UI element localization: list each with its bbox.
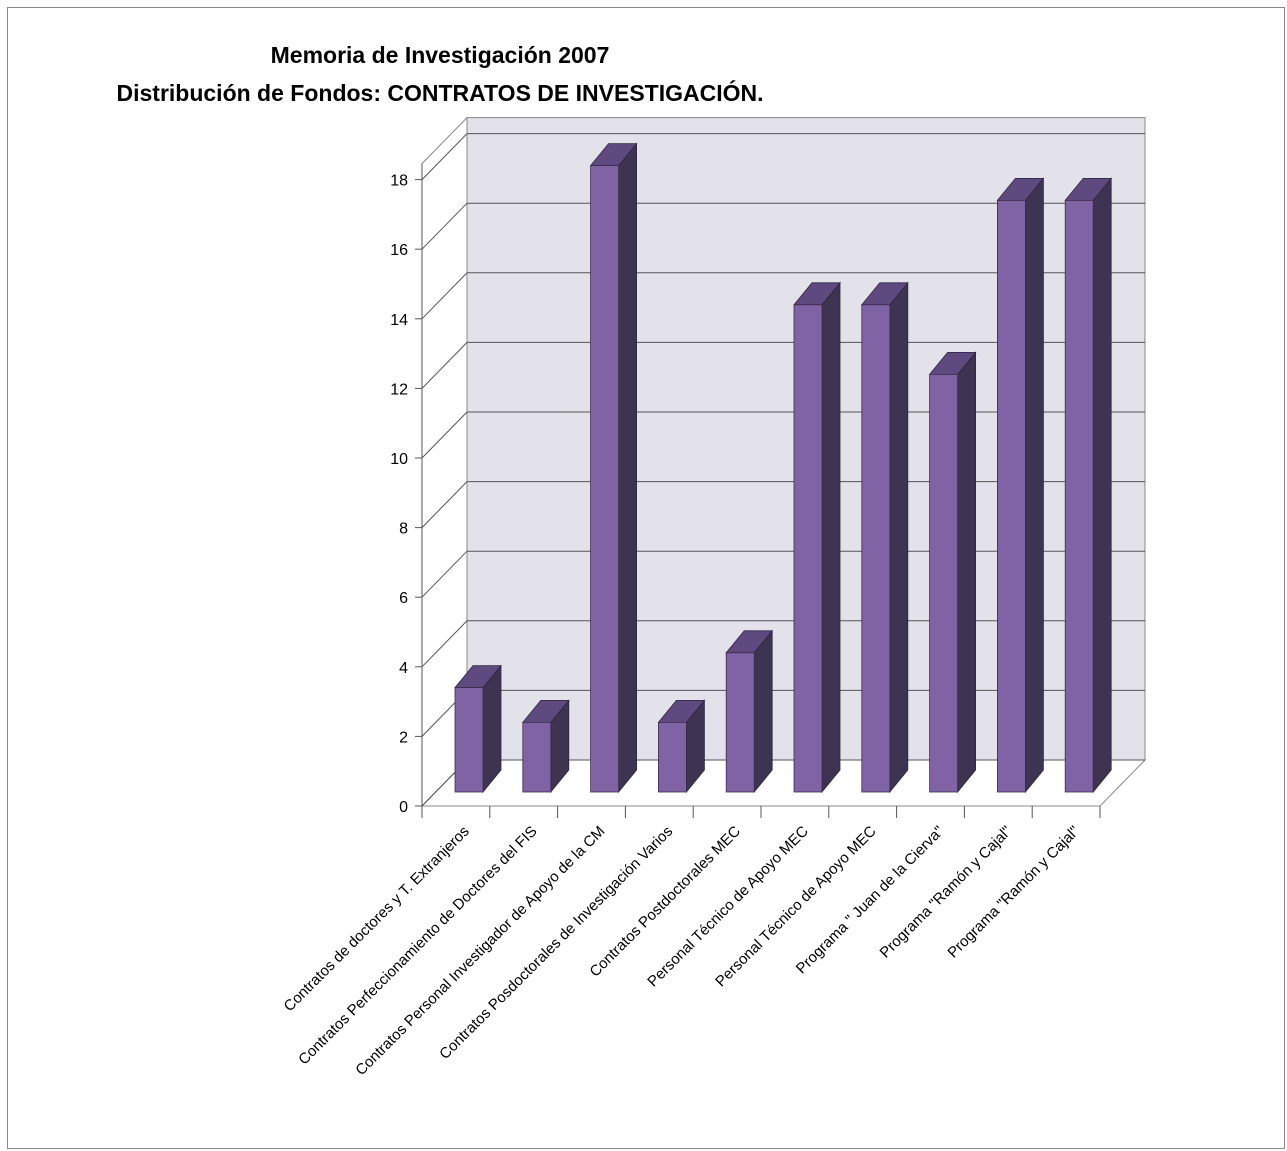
y-tick-label: 10 <box>390 451 408 468</box>
bar <box>997 199 1026 793</box>
chart-subtitle: Distribución de Fondos: CONTRATOS DE INV… <box>116 80 764 106</box>
y-tick-label: 0 <box>399 799 408 816</box>
bar <box>929 373 958 793</box>
gridline <box>421 481 1145 528</box>
bar-side <box>957 351 976 794</box>
bar-side <box>821 281 841 794</box>
bar-side <box>1092 177 1112 794</box>
bar <box>658 722 687 793</box>
y-tick-label: 6 <box>399 590 408 607</box>
category-label: Contratos Posdoctorales de Investigación… <box>436 823 676 1063</box>
y-tick-label: 2 <box>399 729 408 746</box>
y-tick-label: 4 <box>399 660 408 677</box>
gridline <box>421 411 1145 459</box>
y-tick-label: 16 <box>390 242 408 259</box>
bar <box>454 687 484 793</box>
bar-side <box>1025 177 1044 794</box>
y-tick-label: 14 <box>390 312 408 329</box>
bar <box>522 722 552 793</box>
gridline <box>421 133 1145 180</box>
bar <box>590 165 619 793</box>
category-label: Programa " Juan de la Cierva" <box>793 823 948 978</box>
gridline <box>421 341 1145 389</box>
bar-side <box>618 142 637 794</box>
bar-side <box>753 629 773 794</box>
bar-side <box>889 281 909 794</box>
gridline <box>421 550 1145 598</box>
category-label: Contratos Perfeccionamiento de Doctores … <box>295 823 540 1068</box>
bar <box>793 304 823 793</box>
y-tick-label: 18 <box>390 173 408 190</box>
bar <box>1064 199 1094 793</box>
gridline <box>421 272 1145 320</box>
bar <box>861 304 891 793</box>
chart-title: Memoria de Investigación 2007 <box>270 42 610 68</box>
category-label: Contratos Personal Investigador de Apoyo… <box>352 823 608 1079</box>
gridline <box>421 620 1145 668</box>
bar <box>725 652 755 793</box>
y-tick-label: 12 <box>390 381 408 398</box>
category-label: Programa "Ramón y Cajal" <box>944 823 1083 962</box>
gridline <box>421 202 1145 250</box>
y-tick-label: 8 <box>399 521 408 538</box>
category-label: Programa "Ramón y Cajal" <box>877 823 1016 962</box>
